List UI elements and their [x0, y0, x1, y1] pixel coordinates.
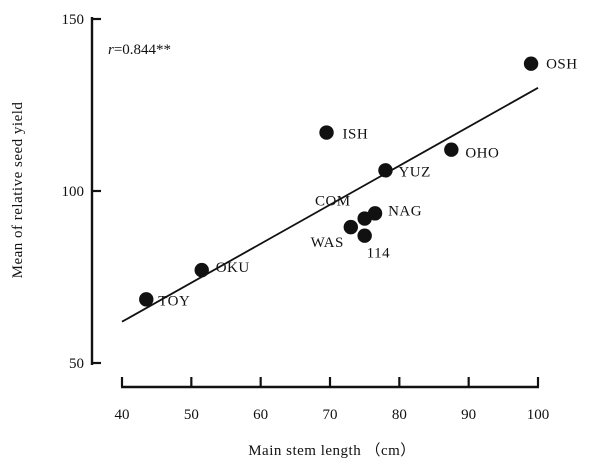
- point-label-toy: TOY: [158, 293, 190, 309]
- x-tick-label: 60: [253, 407, 268, 423]
- point-label-was: WAS: [311, 235, 344, 251]
- x-axis-title: Main stem length （cm）: [248, 442, 416, 459]
- point-ish: [319, 125, 334, 140]
- point-label-oku: OKU: [216, 260, 250, 276]
- regression-line: [121, 87, 539, 323]
- point-label-ish: ISH: [343, 127, 369, 143]
- x-ticks: 40 50 60 70 80 90 100: [115, 377, 550, 423]
- y-tick-label: 50: [69, 356, 84, 372]
- point-was: [343, 219, 358, 235]
- point-yuz: [378, 163, 393, 178]
- correlation-annotation: r=0.844**: [108, 42, 171, 58]
- point-toy: [139, 292, 154, 307]
- point-label-osh: OSH: [546, 57, 578, 73]
- correlation-symbol: r: [108, 42, 114, 58]
- point-oho: [444, 142, 459, 157]
- point-label-114: 114: [367, 246, 390, 262]
- data-points: [139, 56, 539, 307]
- point-oku: [194, 262, 209, 278]
- y-ticks: 50 100 150: [62, 12, 101, 372]
- point-114: [357, 228, 372, 243]
- x-tick-label: 90: [461, 407, 476, 423]
- x-tick-label: 50: [184, 407, 199, 423]
- point-label-oho: OHO: [465, 146, 499, 162]
- y-axis-title: Mean of relative seed yield: [10, 102, 26, 279]
- y-tick-label: 150: [62, 12, 85, 28]
- point-label-nag: NAG: [388, 203, 422, 219]
- x-tick-label: 80: [392, 407, 407, 423]
- point-label-com: COM: [315, 194, 351, 210]
- correlation-value: =0.844**: [114, 42, 171, 58]
- x-tick-label: 70: [323, 407, 338, 423]
- point-labels: TOY OKU ISH COM WAS 114 NAG YUZ OHO OSH: [158, 57, 577, 310]
- x-tick-label: 100: [527, 407, 550, 423]
- point-osh: [523, 56, 539, 71]
- point-label-yuz: YUZ: [398, 164, 430, 180]
- y-tick-label: 100: [62, 184, 85, 200]
- x-tick-label: 40: [115, 407, 130, 423]
- point-nag: [367, 206, 383, 221]
